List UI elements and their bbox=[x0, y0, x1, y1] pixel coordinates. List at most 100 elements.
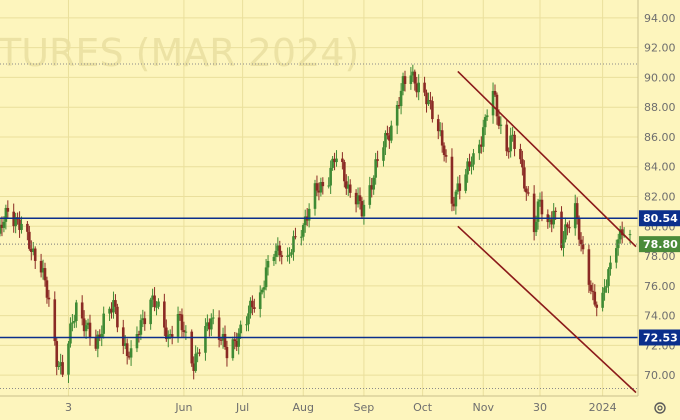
candle-body bbox=[264, 267, 268, 288]
candle-body bbox=[609, 262, 612, 270]
candle-body bbox=[30, 248, 33, 252]
candle-body bbox=[525, 188, 528, 193]
y-tick-label: 90.00 bbox=[644, 71, 676, 84]
y-tick-label: 84.00 bbox=[644, 161, 676, 174]
candle-body bbox=[157, 301, 160, 307]
candle-body bbox=[237, 333, 240, 347]
candle-body bbox=[149, 299, 152, 325]
candle-body bbox=[343, 162, 346, 182]
candle-body bbox=[413, 71, 417, 84]
candle-body bbox=[478, 144, 481, 154]
candle-body bbox=[258, 292, 262, 309]
candle-body bbox=[470, 164, 473, 167]
candle-body bbox=[480, 144, 483, 147]
candle-body bbox=[41, 268, 45, 273]
candle-body bbox=[577, 218, 581, 240]
y-tick-label: 70.00 bbox=[644, 369, 676, 382]
candle-body bbox=[182, 330, 186, 333]
candle-body bbox=[468, 161, 471, 167]
candle-body bbox=[47, 297, 51, 300]
level-price-tag-background bbox=[639, 210, 680, 227]
candles bbox=[0, 64, 632, 383]
candle-body bbox=[372, 177, 375, 190]
candle-body bbox=[399, 90, 403, 107]
candle-body bbox=[505, 124, 509, 152]
candle-body bbox=[458, 183, 462, 191]
candle-body bbox=[184, 331, 188, 333]
candle-body bbox=[454, 191, 458, 207]
y-tick-label: 88.00 bbox=[644, 101, 676, 114]
candle-body bbox=[628, 234, 632, 236]
candle-body bbox=[495, 94, 499, 117]
candle-body bbox=[290, 252, 293, 255]
candle-body bbox=[507, 151, 510, 153]
candle-body bbox=[615, 248, 618, 263]
candle-body bbox=[345, 181, 348, 189]
candle-body bbox=[94, 337, 98, 349]
candle-body bbox=[180, 314, 184, 331]
candle-body bbox=[245, 324, 248, 326]
candle-body bbox=[436, 119, 440, 132]
candle-body bbox=[276, 245, 280, 251]
candle-body bbox=[534, 221, 538, 233]
candle-body bbox=[125, 343, 129, 356]
last-price-tag: 78.80 bbox=[643, 238, 678, 251]
grid bbox=[0, 0, 638, 396]
candle-body bbox=[382, 147, 385, 161]
candle-body bbox=[4, 207, 8, 222]
candle-body bbox=[88, 322, 92, 338]
candle-body bbox=[286, 255, 289, 257]
candle-body bbox=[540, 199, 544, 215]
candle-body bbox=[217, 317, 221, 340]
x-tick-label: Jul bbox=[235, 401, 249, 414]
candle-body bbox=[163, 301, 166, 328]
candle-body bbox=[170, 334, 174, 337]
candle-body bbox=[121, 327, 125, 346]
x-tick-label: Aug bbox=[293, 401, 314, 414]
x-tick-label: 30 bbox=[533, 401, 547, 414]
x-tick-label: 2024 bbox=[589, 401, 617, 414]
candle-body bbox=[568, 227, 571, 229]
candle-body bbox=[43, 268, 47, 281]
candle-body bbox=[2, 221, 6, 228]
candle-body bbox=[368, 185, 372, 205]
candle-body bbox=[329, 167, 332, 186]
candle-body bbox=[272, 256, 276, 262]
candle-body bbox=[135, 334, 139, 349]
candle-body bbox=[192, 363, 195, 371]
candle-body bbox=[96, 334, 100, 349]
candle-body bbox=[491, 90, 495, 116]
candle-body bbox=[71, 322, 74, 324]
candle-body bbox=[321, 181, 325, 187]
candle-body bbox=[61, 362, 64, 375]
overlay-lines bbox=[0, 63, 638, 394]
candle-body bbox=[239, 324, 242, 334]
candle-body bbox=[80, 302, 84, 319]
settings-button[interactable] bbox=[650, 398, 670, 418]
candle-body bbox=[538, 199, 542, 202]
candle-body bbox=[536, 201, 540, 222]
candle-body bbox=[33, 248, 37, 261]
candle-body bbox=[102, 313, 105, 334]
candle-body bbox=[59, 362, 62, 366]
price-tags: 80.54 72.53 78.80 bbox=[639, 210, 680, 346]
candle-body bbox=[562, 239, 565, 249]
candle-body bbox=[86, 322, 90, 326]
candle-body bbox=[14, 217, 17, 227]
candle-body bbox=[143, 318, 147, 325]
candle-body bbox=[73, 320, 76, 323]
candle-body bbox=[327, 185, 330, 187]
candle-body bbox=[456, 183, 460, 192]
candle-body bbox=[57, 365, 60, 367]
candle-body bbox=[591, 290, 595, 292]
candle-body bbox=[6, 207, 10, 212]
candle-body bbox=[346, 184, 350, 189]
candle-body bbox=[431, 101, 434, 120]
candle-body bbox=[53, 299, 57, 342]
candle-body bbox=[262, 287, 266, 290]
candle-body bbox=[464, 174, 467, 191]
candle-body bbox=[249, 300, 252, 314]
x-tick-label: Nov bbox=[473, 401, 495, 414]
